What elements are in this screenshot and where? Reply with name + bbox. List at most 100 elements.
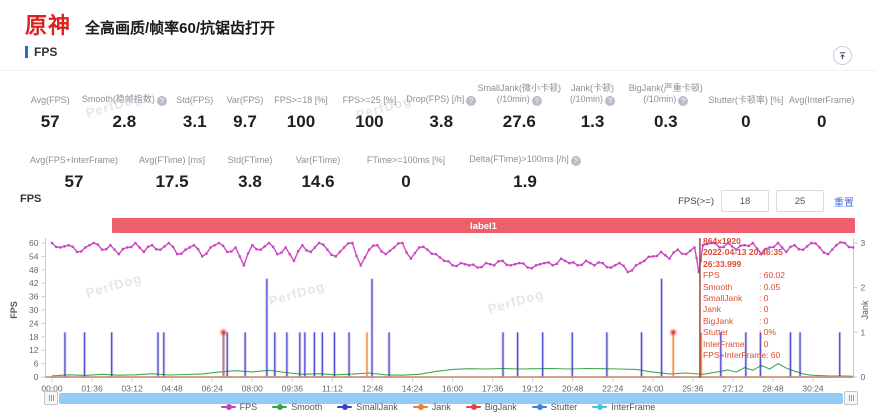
help-icon[interactable]: ? xyxy=(466,96,477,106)
fps-threshold-input-2[interactable] xyxy=(776,190,824,212)
annotation-band[interactable] xyxy=(112,218,855,233)
svg-text:28:48: 28:48 xyxy=(762,384,784,393)
svg-text:0: 0 xyxy=(861,372,866,382)
fps-threshold-controls: FPS(>=) 重置 xyxy=(678,190,854,212)
legend-item-interframe[interactable]: InterFrame xyxy=(592,402,655,412)
svg-text:30: 30 xyxy=(29,305,39,315)
scrollbar-right-handle[interactable] xyxy=(844,391,858,405)
primary-stat: Std(FPS) 3.1 xyxy=(168,82,221,132)
svg-text:03:12: 03:12 xyxy=(121,384,143,393)
stat-value: 0 xyxy=(816,112,827,131)
legend-item-smalljank[interactable]: SmallJank xyxy=(337,402,398,412)
stat-label: Std(FTime) xyxy=(227,155,273,165)
primary-stat: Var(FPS) 9.7 xyxy=(221,82,269,132)
fps-threshold-label: FPS(>=) xyxy=(678,195,714,207)
svg-text:12:48: 12:48 xyxy=(362,384,384,393)
chart-scrollbar[interactable] xyxy=(44,391,858,405)
svg-text:12: 12 xyxy=(29,345,39,355)
stat-label: Var(FTime) xyxy=(295,155,341,165)
svg-text:3: 3 xyxy=(861,238,866,248)
svg-text:36: 36 xyxy=(29,292,39,302)
svg-text:60: 60 xyxy=(29,238,39,248)
svg-text:08:00: 08:00 xyxy=(242,384,264,393)
secondary-stat: FTime>=100ms [%] 0 xyxy=(352,142,460,192)
fps-chart[interactable]: label1 0 6 12 18 24 30 36 42 48 54 60 0 1 2 3 00:00 01:36… xyxy=(0,215,876,394)
stat-value: 1.9 xyxy=(513,172,537,191)
legend-item-jank[interactable]: Jank xyxy=(412,402,451,412)
svg-text:0: 0 xyxy=(34,372,39,382)
legend-marker xyxy=(412,403,428,411)
stat-label: FPS>=18 [%] xyxy=(274,95,328,105)
primary-stat: SmallJank(微小卡顿) (/10min)? 27.6 xyxy=(477,82,562,132)
svg-text:24: 24 xyxy=(29,318,39,328)
stat-label: Avg(FPS+InterFrame) xyxy=(29,155,119,165)
primary-stat: Jank(卡顿) (/10min)? 1.3 xyxy=(562,82,623,132)
legend-label: BigJank xyxy=(484,402,517,412)
svg-text:25:36: 25:36 xyxy=(682,384,704,393)
stat-label: SmallJank(微小卡顿) (/10min)? xyxy=(477,83,562,106)
scrollbar-track[interactable] xyxy=(59,392,843,404)
stat-value: 3.8 xyxy=(238,172,262,191)
test-config-subtitle: 全高画质/帧率60/抗锯齿打开 xyxy=(85,20,276,37)
stat-label: Drop(FPS) [/h]? xyxy=(406,82,477,106)
help-icon[interactable]: ? xyxy=(570,156,581,166)
stat-value: 0.3 xyxy=(653,112,678,131)
collapse-section-button[interactable] xyxy=(833,46,852,65)
svg-text:17:36: 17:36 xyxy=(482,384,504,393)
svg-text:19:12: 19:12 xyxy=(522,384,544,393)
svg-text:09:36: 09:36 xyxy=(282,384,304,393)
legend-marker xyxy=(592,403,608,411)
legend-item-stutter[interactable]: Stutter xyxy=(531,402,577,412)
stat-value: 57 xyxy=(64,172,84,191)
scrollbar-left-handle[interactable] xyxy=(44,391,58,405)
stat-value: 2.8 xyxy=(112,112,137,131)
stat-label: Jank(卡顿) (/10min)? xyxy=(570,83,616,106)
legend-label: InterFrame xyxy=(611,402,656,412)
legend-item-smooth[interactable]: Smooth xyxy=(272,402,322,412)
stat-value: 3.1 xyxy=(182,112,207,131)
help-icon[interactable]: ? xyxy=(605,96,616,106)
svg-text:27:12: 27:12 xyxy=(722,384,744,393)
help-icon[interactable]: ? xyxy=(678,96,689,106)
report-header: 原神 全高画质/帧率60/抗锯齿打开 xyxy=(25,8,275,40)
stat-label: Smooth(稳帧指数)? xyxy=(82,82,167,106)
reset-link[interactable]: 重置 xyxy=(834,197,854,209)
stat-label: Delta(FTime)>100ms [/h]? xyxy=(469,142,581,166)
stat-label: FTime>=100ms [%] xyxy=(366,155,446,165)
svg-text:06:24: 06:24 xyxy=(202,384,224,393)
svg-text:1: 1 xyxy=(861,327,866,337)
fps-threshold-input-1[interactable] xyxy=(721,190,769,212)
legend-label: FPS xyxy=(239,402,258,412)
svg-text:16:00: 16:00 xyxy=(442,384,464,393)
primary-stat: Smooth(稳帧指数)? 2.8 xyxy=(80,82,168,132)
secondary-stat: Delta(FTime)>100ms [/h]? 1.9 xyxy=(460,142,590,192)
stats-row-secondary: Avg(FPS+InterFrame) 57 Avg(FTime) [ms] 17.5… xyxy=(20,142,860,192)
primary-stat: FPS>=25 [%] 100 xyxy=(333,82,406,132)
legend-label: SmallJank xyxy=(356,402,398,412)
svg-text:24:00: 24:00 xyxy=(642,384,664,393)
legend-marker xyxy=(272,403,288,411)
game-title: 原神 xyxy=(25,13,72,38)
help-icon[interactable]: ? xyxy=(156,96,167,106)
svg-text:20:48: 20:48 xyxy=(562,384,584,393)
svg-text:01:36: 01:36 xyxy=(81,384,103,393)
primary-stat: FPS>=18 [%] 100 xyxy=(269,82,333,132)
stat-label: Avg(FTime) [ms] xyxy=(138,155,205,165)
header-divider xyxy=(0,70,876,71)
svg-text:Jank: Jank xyxy=(860,300,870,320)
stat-value: 17.5 xyxy=(155,172,189,191)
legend-item-fps[interactable]: FPS xyxy=(220,402,258,412)
legend-item-bigjank[interactable]: BigJank xyxy=(465,402,517,412)
help-icon[interactable]: ? xyxy=(531,96,542,106)
legend-label: Smooth xyxy=(291,402,323,412)
svg-text:11:12: 11:12 xyxy=(322,384,343,393)
secondary-stat: Avg(FPS+InterFrame) 57 xyxy=(20,142,128,192)
section-accent-bar xyxy=(25,46,28,58)
primary-stat: Avg(FPS) 57 xyxy=(20,82,80,132)
stat-label: Stutter(卡顿率) [%] xyxy=(708,95,784,105)
primary-stat: Avg(InterFrame) 0 xyxy=(783,82,860,132)
stat-label: Avg(InterFrame) xyxy=(789,95,855,105)
secondary-stat: Std(FTime) 3.8 xyxy=(216,142,284,192)
